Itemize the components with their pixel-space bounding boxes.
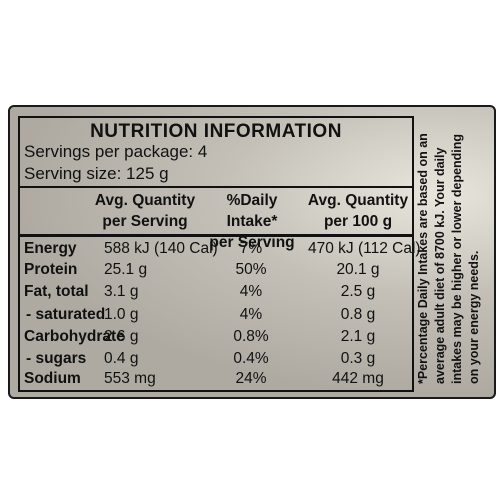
- column-header-line: Avg. Quantity: [94, 192, 196, 209]
- column-header-line: %Daily Intake*: [226, 192, 278, 230]
- per-100g-value: 442 mg: [332, 370, 384, 387]
- per-serving-value: 553 mg: [104, 370, 156, 387]
- column-header-daily-intake: %Daily Intake* per Serving: [200, 190, 304, 253]
- per-100g-value: 470 kJ (112 Cal): [308, 240, 421, 257]
- table-row-energy: Energy 588 kJ (140 Cal) 7% 470 kJ (112 C…: [20, 240, 421, 262]
- per-100g-value: 2.5 g: [340, 283, 376, 300]
- column-header-line: per Serving: [209, 234, 295, 251]
- per-serving-value: 2.6 g: [104, 328, 139, 345]
- table-row-carbohydrate: Carbohydrate 2.6 g 0.8% 2.1 g: [20, 328, 412, 350]
- table-row-fat-total: Fat, total 3.1 g 4% 2.5 g: [20, 283, 412, 305]
- nutrient-name: Protein: [24, 261, 78, 278]
- per-serving-value: 588 kJ (140 Cal): [104, 240, 218, 257]
- daily-intake-value: 0.4%: [233, 350, 269, 367]
- header-bottom-rule: [20, 234, 412, 237]
- daily-intake-value: 7%: [239, 240, 263, 257]
- per-100g-value: 0.3 g: [340, 350, 376, 367]
- table-row-saturated: - saturated 1.0 g 4% 0.8 g: [20, 306, 412, 328]
- per-100g-value: 2.1 g: [340, 328, 376, 345]
- per-serving-value: 3.1 g: [104, 283, 139, 300]
- header-top-rule: [20, 186, 412, 188]
- nutrient-name: Fat, total: [24, 283, 89, 300]
- column-header-per-serving: Avg. Quantity per Serving: [90, 190, 200, 232]
- daily-intake-value: 24%: [235, 370, 267, 387]
- per-100g-value: 20.1 g: [336, 261, 380, 278]
- table-row-sugars: - sugars 0.4 g 0.4% 0.3 g: [20, 350, 412, 372]
- column-header-line: Avg. Quantity: [307, 192, 409, 209]
- column-header-line: per Serving: [102, 213, 188, 230]
- servings-per-package: Servings per package: 4: [24, 142, 208, 161]
- nutrient-name: Carbohydrate: [24, 328, 125, 345]
- label-background-panel: [8, 105, 496, 399]
- nutrient-name: Energy: [24, 240, 77, 257]
- nutrient-name: Sodium: [24, 370, 81, 387]
- daily-intake-value: 4%: [239, 306, 263, 323]
- per-serving-value: 25.1 g: [104, 261, 148, 278]
- per-serving-value: 0.4 g: [104, 350, 139, 367]
- per-100g-value: 0.8 g: [340, 306, 376, 323]
- column-header-line: per 100 g: [323, 213, 393, 230]
- nutrient-name: - saturated: [26, 306, 106, 323]
- per-serving-value: 1.0 g: [104, 306, 139, 323]
- nutrition-title: NUTRITION INFORMATION: [90, 121, 342, 142]
- table-row-sodium: Sodium 553 mg 24% 442 mg: [20, 370, 412, 392]
- nutrient-name: - sugars: [26, 350, 87, 367]
- daily-intake-footnote-box: *Percentage Daily Intakes are based on a…: [412, 116, 486, 388]
- column-header-per-100g: Avg. Quantity per 100 g: [304, 190, 412, 232]
- daily-intake-value: 50%: [235, 261, 267, 278]
- table-row-protein: Protein 25.1 g 50% 20.1 g: [20, 261, 412, 283]
- daily-intake-value: 4%: [239, 283, 263, 300]
- nutrition-table: NUTRITION INFORMATION Servings per packa…: [18, 116, 421, 392]
- daily-intake-footnote: *Percentage Daily Intakes are based on a…: [416, 133, 481, 384]
- serving-size: Serving size: 125 g: [24, 164, 169, 183]
- daily-intake-value: 0.8%: [233, 328, 269, 345]
